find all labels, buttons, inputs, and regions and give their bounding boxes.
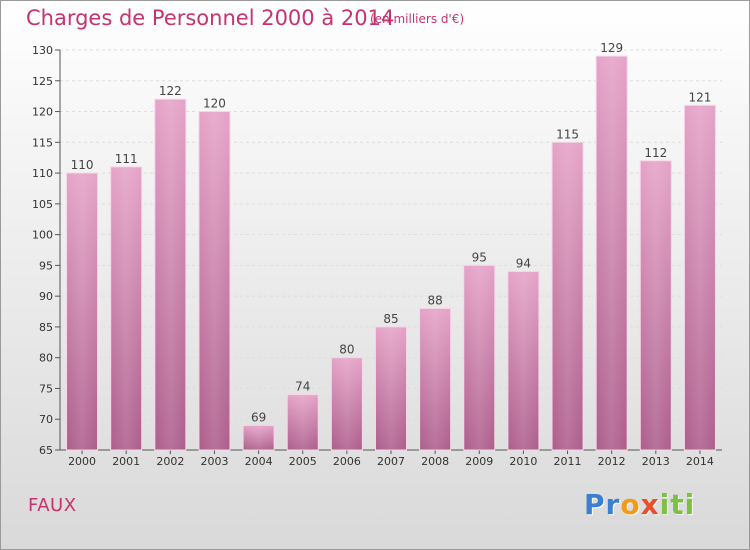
y-tick-label: 95 <box>39 259 53 272</box>
bar-highlight <box>420 309 450 449</box>
bar-value-label: 80 <box>339 343 354 357</box>
bar-highlight <box>597 57 627 450</box>
y-tick-label: 65 <box>39 444 53 457</box>
bar-highlight <box>244 426 274 449</box>
x-tick-label: 2013 <box>642 455 670 468</box>
logo-letter: P <box>584 488 606 521</box>
bar-value-label: 120 <box>203 97 226 111</box>
x-tick-label: 2005 <box>289 455 317 468</box>
x-tick-label: 2010 <box>509 455 537 468</box>
x-tick-label: 2001 <box>112 455 140 468</box>
bar-highlight <box>685 106 715 449</box>
x-tick-label: 2009 <box>465 455 493 468</box>
bar-highlight <box>508 272 538 449</box>
y-tick-label: 105 <box>32 198 53 211</box>
y-tick-label: 120 <box>32 106 53 119</box>
bar-value-label: 95 <box>472 250 487 264</box>
x-tick-label: 2000 <box>68 455 96 468</box>
bar-value-label: 129 <box>600 41 623 55</box>
bar-value-label: 88 <box>427 293 442 307</box>
bar-value-label: 112 <box>644 146 667 160</box>
x-tick-label: 2011 <box>554 455 582 468</box>
bar-value-label: 85 <box>383 312 398 326</box>
x-tick-label: 2014 <box>686 455 714 468</box>
bar-value-label: 121 <box>688 90 711 104</box>
labels: 65 70 75 80 85 90 95 100 105 110 115 120 125 130 110 20… <box>32 41 714 468</box>
logo-letter: i <box>684 488 696 521</box>
x-tick-label: 2007 <box>377 455 405 468</box>
bar-highlight <box>376 327 406 449</box>
bar-highlight <box>155 100 185 449</box>
bar-highlight <box>199 112 229 450</box>
bar-value-label: 122 <box>159 84 182 98</box>
x-tick-label: 2004 <box>245 455 273 468</box>
bar-highlight <box>464 266 494 449</box>
bar-highlight <box>67 174 97 450</box>
logo-letter: t <box>670 488 685 521</box>
bar-value-label: 69 <box>251 410 266 424</box>
y-tick-label: 100 <box>32 229 53 242</box>
chart-subtitle: (en milliers d'€) <box>370 12 465 26</box>
bar-value-label: 94 <box>516 257 531 271</box>
bar-highlight <box>332 358 362 449</box>
bar-value-label: 115 <box>556 127 579 141</box>
logo-letter: x <box>640 488 660 521</box>
y-tick-label: 130 <box>32 44 53 57</box>
bar-value-label: 111 <box>115 152 138 166</box>
y-tick-label: 110 <box>32 167 53 180</box>
logo-letter: i <box>659 488 671 521</box>
y-tick-label: 90 <box>39 290 53 303</box>
y-tick-label: 70 <box>39 413 53 426</box>
bar-highlight <box>111 167 141 449</box>
proxiti-logo: Proxiti <box>584 488 695 521</box>
y-tick-label: 75 <box>39 382 53 395</box>
x-tick-label: 2012 <box>598 455 626 468</box>
y-tick-label: 85 <box>39 321 53 334</box>
bar-value-label: 110 <box>71 158 94 172</box>
bar-highlight <box>553 143 583 450</box>
y-tick-label: 80 <box>39 352 53 365</box>
x-tick-label: 2002 <box>156 455 184 468</box>
x-tick-label: 2006 <box>333 455 361 468</box>
y-tick-label: 115 <box>32 136 53 149</box>
bars <box>66 55 716 451</box>
bar-highlight <box>641 161 671 449</box>
y-tick-label: 125 <box>32 75 53 88</box>
logo-letter: o <box>620 488 641 521</box>
bar-highlight <box>288 395 318 449</box>
commune-name: FAUX <box>28 495 77 516</box>
chart-title: Charges de Personnel 2000 à 2014 <box>26 6 395 30</box>
x-tick-label: 2008 <box>421 455 449 468</box>
logo-letter: r <box>605 488 621 521</box>
bar-value-label: 74 <box>295 380 310 394</box>
x-tick-label: 2003 <box>200 455 228 468</box>
